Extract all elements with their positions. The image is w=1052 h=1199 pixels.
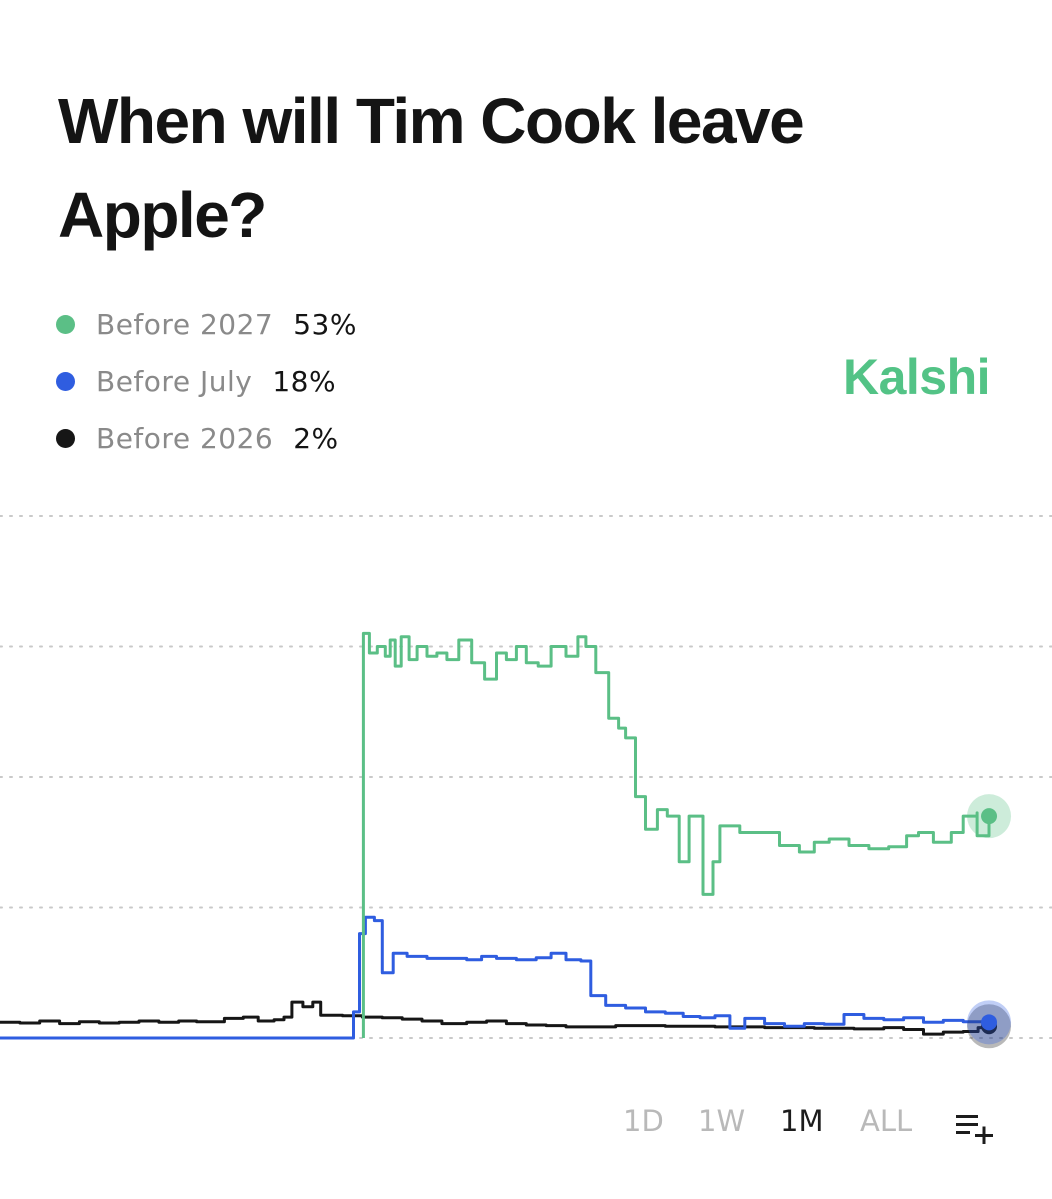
legend-dot-icon xyxy=(56,315,75,334)
time-range-selector: 1D 1W 1M ALL xyxy=(600,1104,1020,1154)
range-1m-button[interactable]: 1M xyxy=(780,1104,824,1138)
legend-item-before-2026: Before 2026 2% xyxy=(56,410,357,467)
legend-item-before-2027: Before 2027 53% xyxy=(56,296,357,353)
end-marker-dot xyxy=(981,808,998,825)
chart-series xyxy=(0,631,991,1040)
range-all-button[interactable]: ALL xyxy=(860,1104,913,1138)
line-chart xyxy=(0,515,1052,1049)
kalshi-logo: Kalshi xyxy=(843,349,991,405)
range-1w-button[interactable]: 1W xyxy=(698,1104,746,1138)
page-title: When will Tim Cook leave Apple? xyxy=(58,85,805,251)
legend-value: 53% xyxy=(293,308,357,341)
legend-dot-icon xyxy=(56,372,75,391)
legend-value: 18% xyxy=(272,365,337,398)
legend-label: Before July xyxy=(96,365,253,398)
legend-label: Before 2027 xyxy=(96,308,274,341)
legend-item-before-july: Before July 18% xyxy=(56,353,357,410)
legend-dot-icon xyxy=(56,429,75,448)
chart-end-markers xyxy=(967,794,1012,1049)
range-1d-button[interactable]: 1D xyxy=(623,1104,664,1138)
series-line-before-july xyxy=(0,915,991,1040)
series-line-before-2026 xyxy=(0,1000,991,1036)
legend-value: 2% xyxy=(293,422,339,455)
end-marker-dot xyxy=(981,1014,998,1031)
list-plus-icon[interactable] xyxy=(956,1110,996,1144)
chart-legend: Before 2027 53% Before July 18% Before 2… xyxy=(56,296,357,467)
legend-label: Before 2026 xyxy=(96,422,274,455)
series-line-before-2027 xyxy=(361,631,991,1038)
